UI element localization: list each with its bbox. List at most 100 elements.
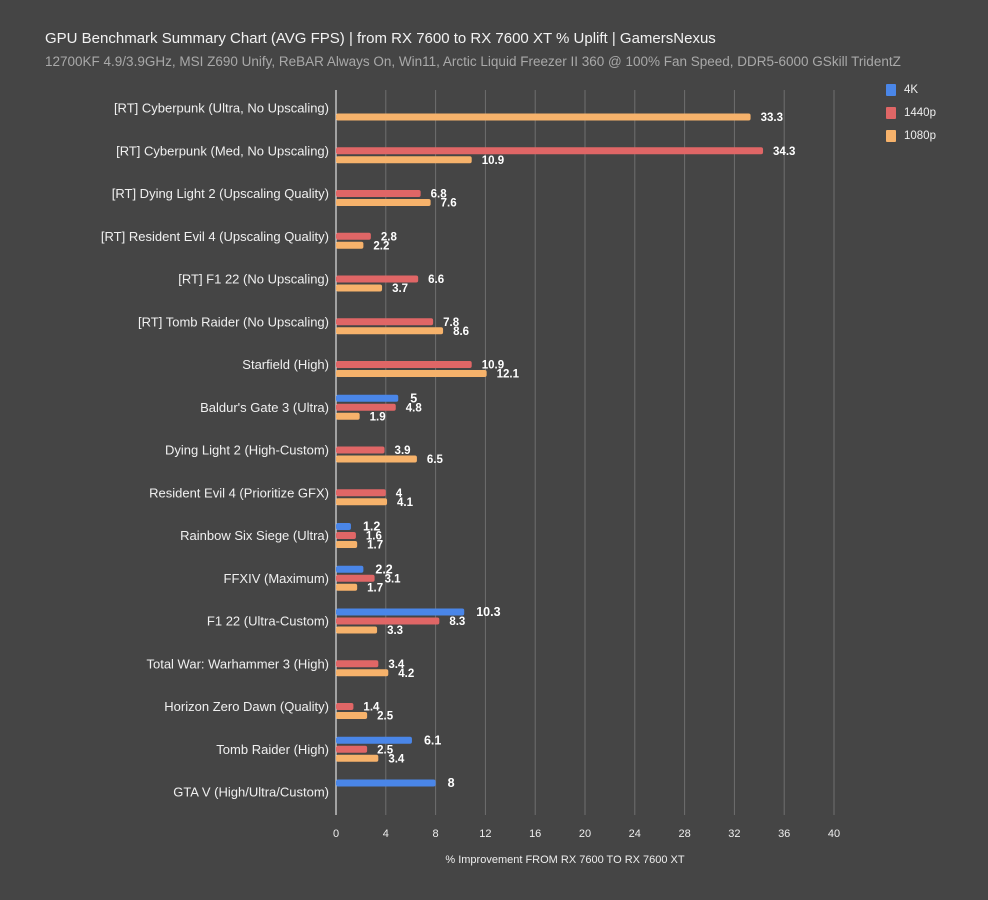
data-label: 6.1 — [424, 733, 441, 747]
category-label: [RT] Cyberpunk (Med, No Upscaling) — [116, 143, 329, 158]
category-label: F1 22 (Ultra-Custom) — [207, 614, 329, 629]
data-label: 3.7 — [392, 283, 408, 295]
category-label: [RT] Dying Light 2 (Upscaling Quality) — [112, 186, 329, 201]
x-tick-label: 36 — [778, 828, 790, 840]
data-label: 1.6 — [366, 531, 382, 543]
data-label: 3.1 — [385, 573, 402, 585]
data-label: 8.6 — [453, 326, 469, 338]
bar-1440p — [336, 190, 421, 197]
data-label: 5 — [410, 391, 417, 405]
data-label: 10.9 — [482, 155, 504, 167]
category-label: Starfield (High) — [242, 357, 329, 372]
bar-1440p — [336, 703, 354, 710]
data-label: 8.3 — [449, 616, 465, 628]
data-label: 2.5 — [377, 744, 394, 756]
bar-1080p — [336, 669, 389, 677]
category-label: Horizon Zero Dawn (Quality) — [164, 699, 329, 714]
bar-1080p — [336, 370, 487, 377]
bar-1440p — [336, 232, 371, 240]
x-axis-label: % Improvement FROM RX 7600 TO RX 7600 XT — [445, 854, 685, 866]
bar-1080p — [336, 626, 378, 634]
data-label: 33.3 — [761, 112, 783, 124]
x-tick-label: 32 — [728, 828, 740, 840]
legend-swatch — [886, 83, 896, 96]
chart-title: GPU Benchmark Summary Chart (AVG FPS) | … — [45, 30, 716, 47]
legend-label: 4K — [904, 83, 919, 96]
bar-1080p — [336, 712, 368, 719]
bar-1080p — [336, 327, 444, 335]
bar-4k — [336, 394, 399, 402]
bar-4k — [336, 608, 465, 616]
legend-item-1080p: 1080p — [886, 124, 936, 147]
data-label: 1.9 — [370, 411, 386, 423]
bar-1440p — [336, 745, 368, 753]
data-label: 6.6 — [428, 274, 444, 286]
category-label: GTA V (High/Ultra/Custom) — [173, 785, 329, 800]
x-tick-label: 16 — [529, 828, 541, 840]
data-label: 3.4 — [388, 753, 405, 765]
legend-swatch — [886, 106, 896, 119]
category-label: Total War: Warhammer 3 (High) — [146, 656, 329, 671]
bar-1440p — [336, 574, 375, 582]
category-label: FFXIV (Maximum) — [224, 571, 329, 586]
category-label: [RT] Tomb Raider (No Upscaling) — [138, 314, 329, 329]
bar-1440p — [336, 318, 434, 326]
legend-item-1440p: 1440p — [886, 101, 936, 124]
category-label: [RT] Cyberpunk (Ultra, No Upscaling) — [114, 101, 329, 116]
bar-1440p — [336, 403, 396, 411]
x-tick-label: 40 — [828, 828, 840, 840]
data-label: 7.6 — [441, 198, 457, 210]
data-label: 4.2 — [398, 668, 414, 680]
bar-4k — [336, 523, 351, 530]
data-label: 2.2 — [373, 240, 389, 252]
bar-1080p — [336, 754, 379, 762]
data-label: 4 — [396, 488, 403, 500]
legend-swatch — [886, 129, 896, 142]
bar-1080p — [336, 199, 431, 206]
x-tick-label: 8 — [433, 828, 439, 840]
bar-1440p — [336, 147, 764, 155]
data-label: 4.8 — [406, 402, 423, 414]
data-label: 6.5 — [427, 454, 444, 466]
bar-1080p — [336, 156, 472, 164]
bar-1440p — [336, 660, 379, 668]
data-label: 2.2 — [375, 562, 392, 576]
x-tick-label: 12 — [479, 828, 491, 840]
data-label: 3.4 — [388, 659, 405, 671]
category-label: [RT] Resident Evil 4 (Upscaling Quality) — [101, 229, 329, 244]
x-tick-label: 0 — [333, 828, 339, 840]
bar-4k — [336, 565, 364, 573]
data-label: 34.3 — [773, 146, 795, 158]
bar-1080p — [336, 455, 417, 463]
data-label: 4.1 — [397, 497, 414, 509]
bar-1080p — [336, 412, 360, 420]
data-label: 7.8 — [443, 317, 460, 329]
bar-1080p — [336, 541, 358, 548]
data-label: 12.1 — [497, 369, 520, 381]
legend-label: 1080p — [904, 129, 936, 142]
data-label: 2.8 — [381, 231, 398, 243]
category-label: Resident Evil 4 (Prioritize GFX) — [149, 485, 329, 500]
bar-1440p — [336, 617, 440, 625]
bar-1080p — [336, 113, 751, 121]
category-label: Tomb Raider (High) — [216, 742, 329, 757]
bar-1080p — [336, 241, 364, 249]
bar-4k — [336, 779, 436, 787]
bar-1080p — [336, 583, 358, 591]
chart-subtitle: 12700KF 4.9/3.9GHz, MSI Z690 Unify, ReBA… — [45, 54, 901, 69]
bar-1080p — [336, 498, 388, 506]
bar-1080p — [336, 284, 383, 292]
legend-label: 1440p — [904, 106, 936, 119]
data-label: 2.5 — [377, 711, 394, 723]
bar-1440p — [336, 446, 385, 454]
category-label: Rainbow Six Siege (Ultra) — [180, 528, 329, 543]
x-tick-label: 24 — [629, 828, 641, 840]
bar-1440p — [336, 361, 472, 368]
bar-1440p — [336, 489, 386, 497]
bar-1440p — [336, 532, 356, 539]
data-label: 1.2 — [363, 520, 380, 534]
category-label: [RT] F1 22 (No Upscaling) — [178, 272, 329, 287]
x-tick-label: 20 — [579, 828, 591, 840]
bar-4k — [336, 736, 412, 744]
